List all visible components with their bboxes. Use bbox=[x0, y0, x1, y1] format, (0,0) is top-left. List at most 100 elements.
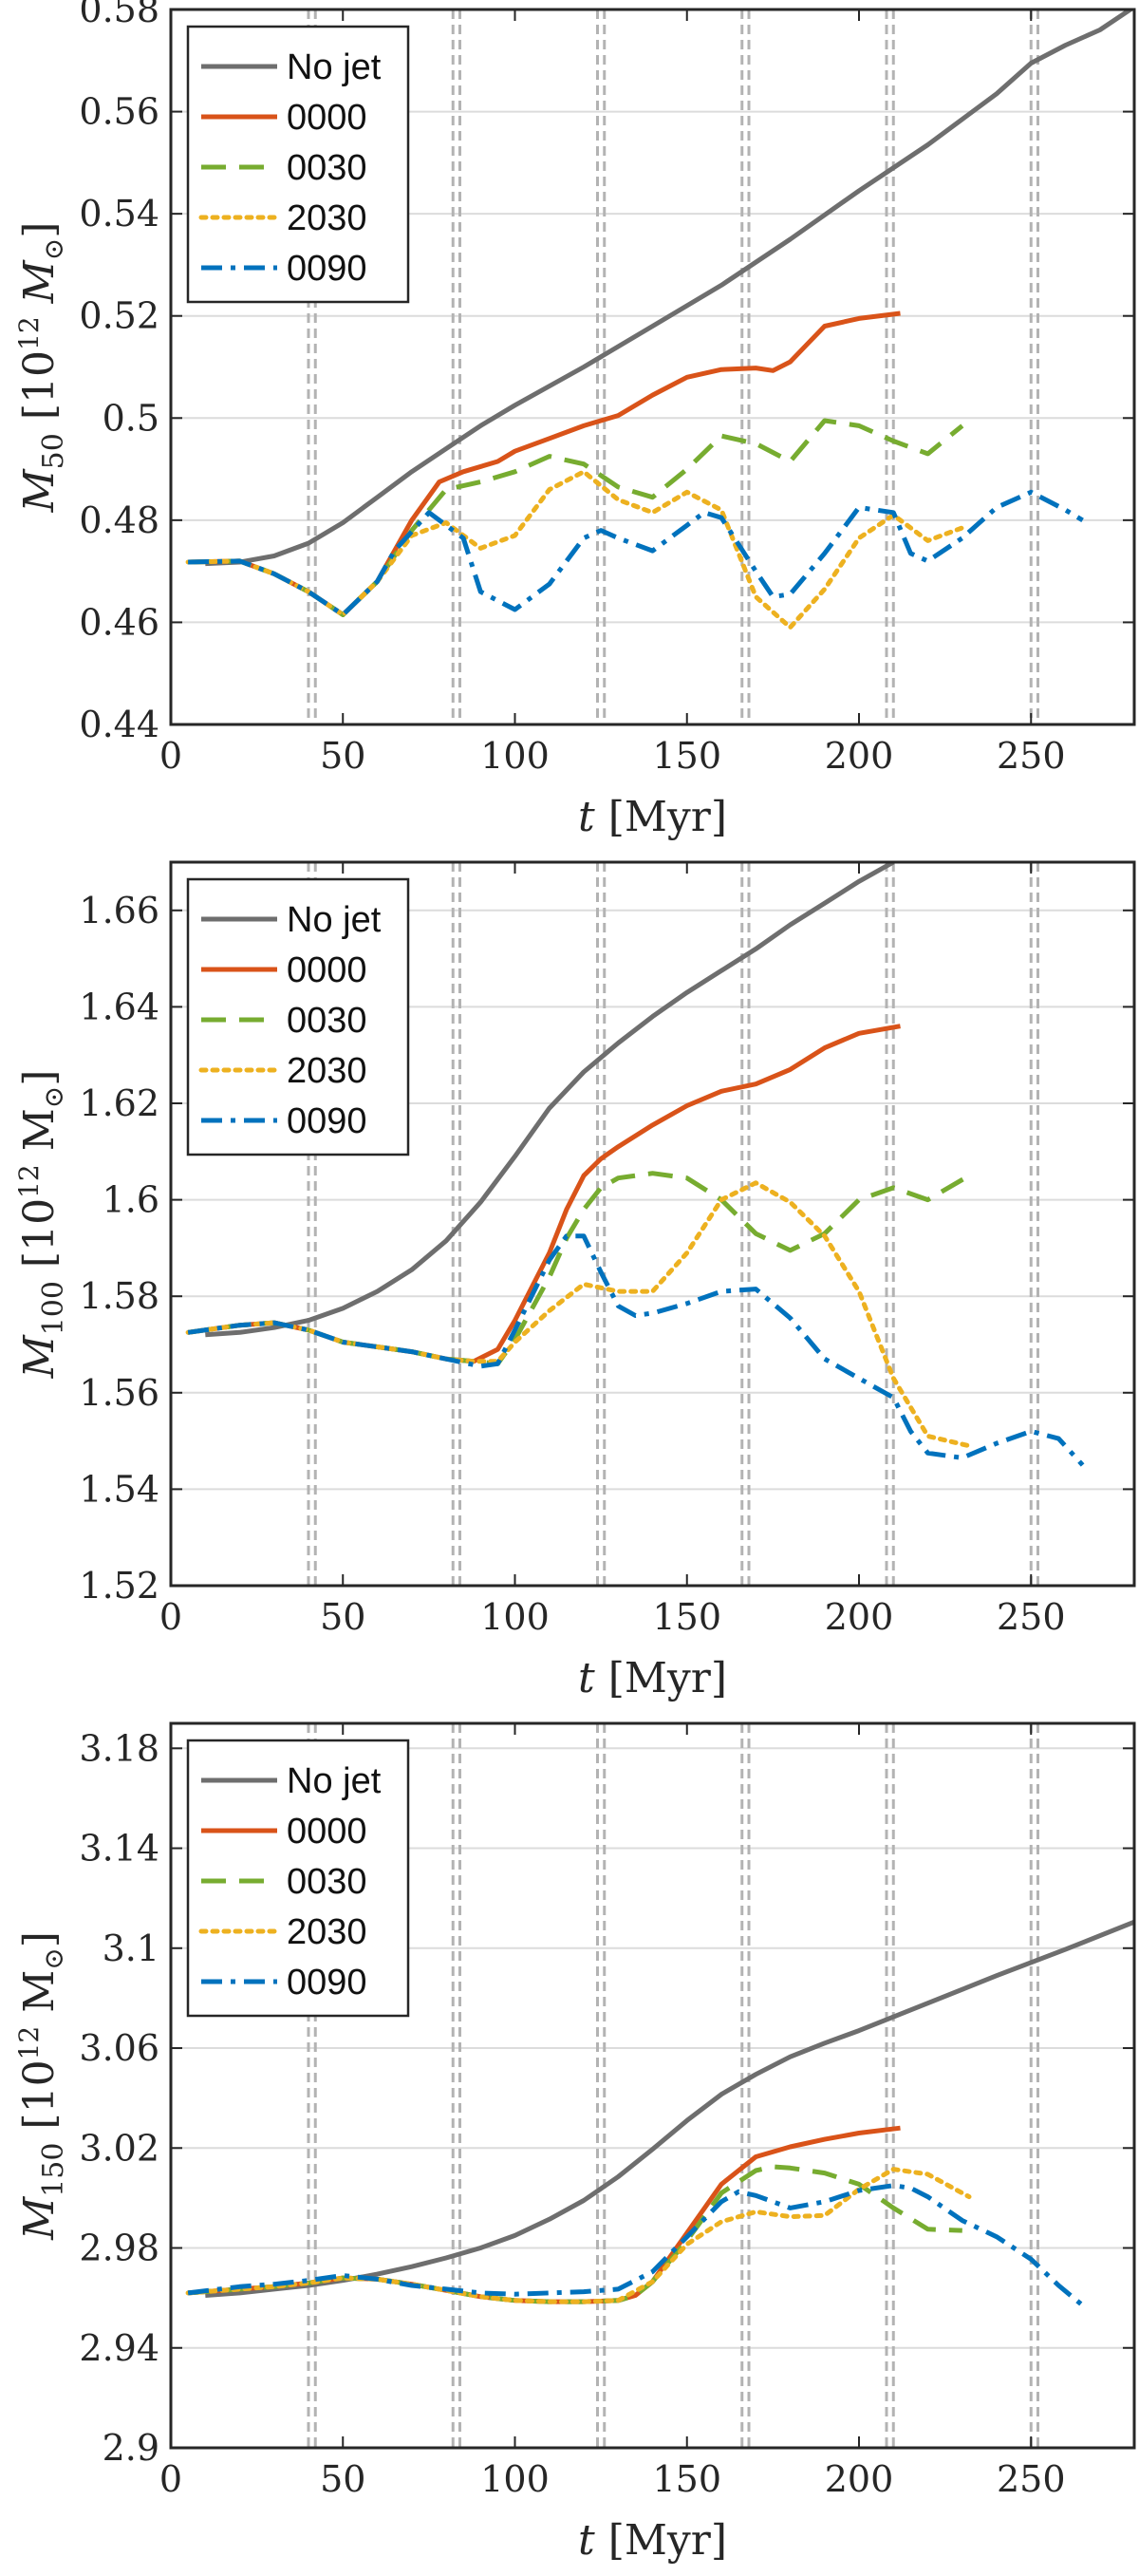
x-tick-label: 200 bbox=[825, 2458, 894, 2500]
axes-frame bbox=[169, 8, 1136, 726]
x-axis-var: t bbox=[578, 2516, 595, 2565]
x-axis-unit: [Myr] bbox=[608, 1654, 727, 1702]
legend-label: 2030 bbox=[287, 1051, 367, 1091]
series-line-2030 bbox=[185, 2167, 972, 2304]
y-axis-unit-m: M bbox=[15, 259, 64, 304]
series-line-2030 bbox=[185, 1180, 972, 1449]
x-tick-label: 100 bbox=[480, 735, 550, 777]
y-axis-space2 bbox=[15, 1151, 64, 1164]
x-axis-var: t bbox=[578, 1654, 595, 1702]
y-axis-space bbox=[15, 420, 64, 433]
x-tick-label: 250 bbox=[997, 1596, 1066, 1638]
y-tick-label: 3.18 bbox=[79, 1727, 159, 1769]
x-axis-label: t [Myr] bbox=[578, 1654, 727, 1702]
y-tick-label: 3.06 bbox=[79, 2027, 159, 2069]
chart-panel-2: 0 50 100 150 200 250 1.52 1.54 1.56 1.58 1.6 1.62 1.… bbox=[13, 860, 1136, 1702]
legend-label: 0090 bbox=[287, 1963, 367, 2003]
x-axis-unit: [Myr] bbox=[608, 2516, 727, 2565]
x-tick-label: 250 bbox=[997, 2458, 1066, 2500]
y-tick-label: 3.14 bbox=[79, 1828, 159, 1870]
x-tick-label: 200 bbox=[825, 1596, 894, 1638]
series-line-no-jet bbox=[205, 9, 1134, 567]
series-line-0030 bbox=[187, 1171, 971, 1366]
x-tick-label: 0 bbox=[159, 2458, 182, 2500]
y-tick-label: 1.66 bbox=[79, 890, 159, 931]
y-axis-sun: ⊙ bbox=[38, 238, 69, 260]
x-tick-label: 100 bbox=[480, 2458, 550, 2500]
y-axis-exponent: 12 bbox=[13, 1164, 45, 1198]
x-axis-space bbox=[595, 1654, 608, 1702]
series-line-no-jet bbox=[205, 1919, 1134, 2298]
legend-label: 0000 bbox=[287, 950, 367, 990]
series-group bbox=[185, 9, 1134, 630]
axes-frame bbox=[169, 860, 1136, 1588]
legend-label: 0030 bbox=[287, 1862, 367, 1902]
y-axis-unit: [10 bbox=[15, 350, 64, 420]
y-axis-close: ] bbox=[15, 1931, 64, 1947]
y-axis-var: M bbox=[15, 468, 64, 513]
y-tick-label: 0.5 bbox=[103, 397, 159, 439]
y-axis-space bbox=[15, 1268, 64, 1281]
legend-label: 0090 bbox=[287, 1101, 367, 1141]
x-tick-label: 150 bbox=[652, 1596, 721, 1638]
series-line-0090 bbox=[187, 1233, 1085, 1467]
y-tick-label: 1.6 bbox=[103, 1179, 159, 1221]
chart-panel-1: 0 50 100 150 200 250 0.44 0.46 0.48 0.5 0.52 0.54 0.… bbox=[13, 0, 1136, 841]
y-tick-label: 1.52 bbox=[79, 1565, 159, 1607]
y-axis-var: M bbox=[15, 2196, 64, 2241]
axes-frame bbox=[169, 1721, 1136, 2450]
y-axis-space2 bbox=[15, 303, 64, 316]
y-tick-label: 2.9 bbox=[103, 2427, 159, 2469]
y-axis-subscript: 100 bbox=[37, 1281, 70, 1335]
x-tick-label: 50 bbox=[320, 1596, 365, 1638]
y-axis-label: M100 [1012 M⊙] bbox=[13, 1070, 70, 1380]
x-axis-unit: [Myr] bbox=[608, 793, 727, 841]
y-tick-label: 0.54 bbox=[79, 193, 159, 235]
y-axis-sun: ⊙ bbox=[38, 1947, 69, 1969]
legend-label: 0000 bbox=[287, 1812, 367, 1852]
legend: No jet 0000 0030 2030 0090 bbox=[186, 25, 410, 304]
series-line-2030 bbox=[185, 469, 965, 630]
y-axis-subscript: 150 bbox=[37, 2143, 70, 2197]
legend-label: 2030 bbox=[287, 198, 367, 238]
y-axis-unit-m: M bbox=[15, 1108, 64, 1151]
x-axis-label: t [Myr] bbox=[578, 793, 727, 841]
y-tick-label: 3.02 bbox=[79, 2127, 159, 2169]
y-tick-label: 1.64 bbox=[79, 986, 159, 1027]
y-tick-label: 0.44 bbox=[79, 704, 159, 745]
x-tick-label: 50 bbox=[320, 735, 365, 777]
x-tick-label: 100 bbox=[480, 1596, 550, 1638]
y-axis-sun: ⊙ bbox=[38, 1086, 69, 1108]
y-tick-label: 1.54 bbox=[79, 1468, 159, 1510]
y-axis-close: ] bbox=[15, 222, 64, 238]
x-tick-label: 250 bbox=[997, 735, 1066, 777]
legend-label: 0000 bbox=[287, 98, 367, 138]
y-axis-unit-m: M bbox=[15, 1970, 64, 2013]
x-axis-space bbox=[595, 793, 608, 841]
x-tick-label: 50 bbox=[320, 2458, 365, 2500]
y-axis-var: M bbox=[15, 1334, 64, 1379]
y-tick-label: 1.58 bbox=[79, 1275, 159, 1317]
legend-label: 2030 bbox=[287, 1912, 367, 1952]
y-tick-label: 1.56 bbox=[79, 1372, 159, 1414]
x-tick-label: 150 bbox=[652, 2458, 721, 2500]
series-line-0090 bbox=[187, 2183, 1085, 2307]
chart-panel-3: 0 50 100 150 200 250 2.9 2.94 2.98 3.02 3.06 3.1 3.1… bbox=[13, 1721, 1136, 2565]
y-tick-label: 0.56 bbox=[79, 91, 159, 133]
series-group bbox=[185, 1919, 1134, 2307]
y-axis-close: ] bbox=[15, 1070, 64, 1086]
x-tick-label: 0 bbox=[159, 735, 182, 777]
y-tick-label: 1.62 bbox=[79, 1082, 159, 1124]
x-tick-label: 150 bbox=[652, 735, 721, 777]
legend-box bbox=[186, 877, 410, 1156]
legend-box bbox=[186, 1739, 410, 2018]
x-tick-label: 200 bbox=[825, 735, 894, 777]
y-axis-exponent: 12 bbox=[13, 2026, 45, 2060]
legend-box bbox=[186, 25, 410, 304]
legend: No jet 0000 0030 2030 0090 bbox=[186, 1739, 410, 2018]
legend-label: No jet bbox=[287, 47, 382, 87]
y-axis-space2 bbox=[15, 2013, 64, 2026]
x-axis-space bbox=[595, 2516, 608, 2565]
y-axis-exponent: 12 bbox=[13, 316, 45, 350]
